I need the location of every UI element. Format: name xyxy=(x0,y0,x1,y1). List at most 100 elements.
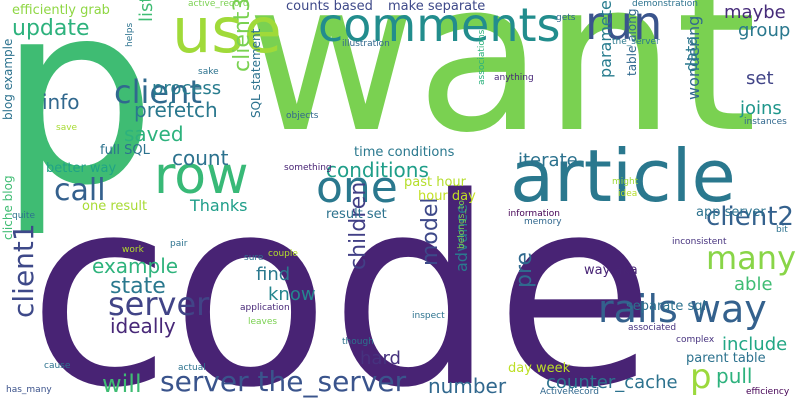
word-will: will xyxy=(102,370,142,398)
word-pull: pull xyxy=(716,364,753,388)
word-separate-sql: separate sql xyxy=(626,299,707,314)
word-demonstration: demonstration xyxy=(632,0,698,9)
word-row: row xyxy=(154,146,249,206)
word-active-record: active_record xyxy=(188,0,249,9)
word-know: know xyxy=(268,284,316,305)
word-has-many: has_many xyxy=(6,385,52,395)
word-past-hour: past hour xyxy=(404,175,466,190)
word-quite: quite xyxy=(12,211,35,221)
word-run: run xyxy=(585,0,663,50)
word-activerecord: ActiveRecord xyxy=(540,387,599,397)
word-find: find xyxy=(256,264,291,285)
word-one-result: one result xyxy=(82,199,148,214)
word-actual: actual xyxy=(178,363,206,373)
word-information: information xyxy=(508,209,560,219)
word-make-separate: make separate xyxy=(388,0,486,14)
word-able: able xyxy=(734,274,773,295)
word-save: save xyxy=(56,123,78,133)
word-sure: sure xyxy=(244,253,264,263)
word-joins: joins xyxy=(740,98,782,119)
word-anything: anything xyxy=(494,73,534,83)
word-the-server: the_server xyxy=(612,37,660,47)
word-work: work xyxy=(122,245,144,255)
word-parent-table: parent table xyxy=(686,351,766,366)
word-result-set: result set xyxy=(326,207,387,222)
word-group: group xyxy=(738,20,791,41)
word-children: children xyxy=(346,181,371,270)
word-app-server: app server xyxy=(696,205,766,220)
word-comments: comments xyxy=(318,0,561,52)
word-something: something xyxy=(284,163,332,173)
word-inconsistent: inconsistent xyxy=(672,237,727,247)
word-hour-day: hour day xyxy=(418,189,476,204)
word-code: code xyxy=(28,143,656,400)
word-belongs-to: belongs_to xyxy=(457,200,467,249)
word-better-way: better way xyxy=(46,161,117,176)
word-bit: bit xyxy=(776,225,788,235)
word-time-conditions: time conditions xyxy=(354,145,455,160)
word-helps: helps xyxy=(125,22,135,47)
word-instances: instances xyxy=(744,117,787,127)
word-set: set xyxy=(746,68,774,89)
word-p-small: p xyxy=(690,357,712,397)
word-prefetch: prefetch xyxy=(134,98,218,122)
word-server-the-server: server the_server xyxy=(160,365,407,398)
word-one: one xyxy=(316,162,398,213)
word-list: list xyxy=(136,0,157,22)
word-efficiently-grab: efficiently grab xyxy=(12,3,110,18)
word-many: many xyxy=(706,239,796,277)
word-objects: objects xyxy=(286,111,319,121)
word-day-week: day week xyxy=(508,361,571,376)
word-rails-way: rails way xyxy=(598,287,767,331)
word-inspect: inspect xyxy=(412,311,445,321)
word-couple: couple xyxy=(268,249,298,259)
word-sake: sake xyxy=(198,67,219,77)
word-info: info xyxy=(42,90,80,114)
word-might: might xyxy=(612,177,639,187)
word-associated: associated xyxy=(628,323,677,333)
word-way-aka: way aka xyxy=(584,263,638,278)
word-sql-statement: SQL statement xyxy=(249,28,263,118)
word-cause: cause xyxy=(44,361,71,371)
word-thanks: Thanks xyxy=(190,196,248,215)
word-idea: idea xyxy=(618,189,638,199)
word-client: client xyxy=(114,73,202,111)
word-complex: complex xyxy=(676,335,715,345)
word-cliche-blog: cliche blog xyxy=(1,175,15,240)
word-associations: associations xyxy=(477,29,487,85)
word-call: call xyxy=(54,173,106,208)
word-example: example xyxy=(92,254,179,278)
word-update: update xyxy=(12,16,90,41)
word-application: application xyxy=(240,303,290,313)
word-iterate: iterate xyxy=(518,150,578,171)
word-full-sql: full SQL xyxy=(100,143,150,158)
word-leaves: leaves xyxy=(248,317,278,327)
word-process: process xyxy=(152,78,222,99)
word-want: want xyxy=(246,0,757,179)
word-pre: pre xyxy=(512,251,537,288)
word-maybe: maybe xyxy=(724,2,786,23)
word-ideally: ideally xyxy=(110,314,176,338)
word-gets: gets xyxy=(556,13,576,23)
word-hard: hard xyxy=(360,348,401,369)
word-use: use xyxy=(172,0,282,67)
word-efficiency: efficiency xyxy=(746,387,790,397)
word-memory: memory xyxy=(524,217,562,227)
word-data: data xyxy=(682,35,701,72)
word-state: state xyxy=(110,274,166,299)
word-client2: client2 xyxy=(706,202,794,232)
word-pair: pair xyxy=(170,239,188,249)
word-include: include xyxy=(722,334,788,355)
word-conditions: conditions xyxy=(326,158,429,182)
word-number: number xyxy=(428,374,507,398)
word-p: p xyxy=(0,0,157,240)
word-blog-example: blog example xyxy=(1,38,15,120)
word-article: article xyxy=(510,134,736,218)
word-counter-cache: counter_cache xyxy=(546,372,678,393)
word-server: server xyxy=(108,285,210,323)
word-counts-based: counts based xyxy=(286,0,373,14)
word-illustration: illustration xyxy=(342,39,390,49)
word-count: count xyxy=(172,146,229,170)
word-though: though xyxy=(342,337,374,347)
